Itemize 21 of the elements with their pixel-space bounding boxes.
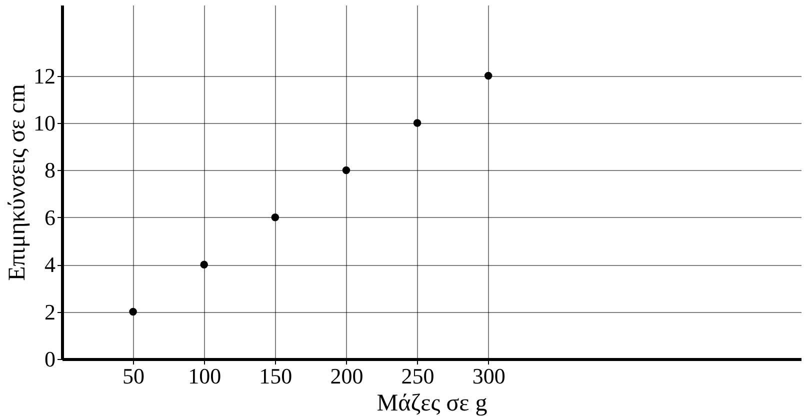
x-tick-label: 200: [330, 364, 364, 388]
y-tick-label: 4: [44, 252, 56, 278]
point: [271, 214, 280, 222]
x-tick-label: 50: [122, 364, 145, 388]
y-tick-label: 2: [44, 299, 56, 324]
x-tick-label: 250: [401, 364, 434, 388]
y-tick-label: 6: [44, 204, 56, 230]
x-axis-title: Μάζες σε g: [376, 390, 488, 416]
y-tick-label: 0: [44, 346, 56, 372]
point: [484, 72, 492, 80]
y-tick-label: 8: [44, 158, 56, 183]
point: [413, 119, 422, 127]
x-tick-label: 100: [188, 364, 222, 388]
y-tick-label: 10: [34, 110, 56, 136]
x-tick-label: 150: [259, 364, 292, 388]
y-axis-title: Επιμηκύνσεις σε cm: [4, 84, 30, 281]
point: [129, 308, 137, 316]
point: [342, 166, 350, 174]
x-tick-label: 300: [472, 364, 506, 388]
y-tick-label: 12: [34, 63, 56, 88]
point: [200, 260, 208, 268]
